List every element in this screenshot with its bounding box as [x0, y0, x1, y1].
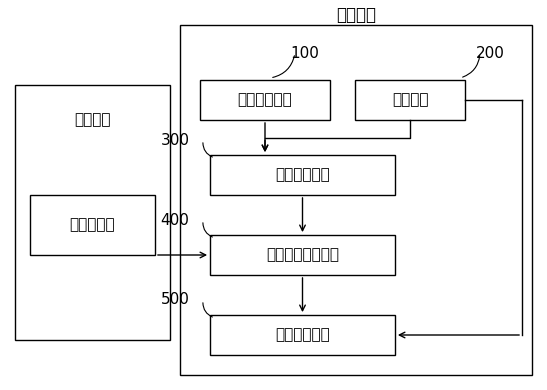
Bar: [180, 25, 532, 375]
Bar: [30, 195, 155, 255]
Text: 100: 100: [290, 46, 319, 60]
Bar: [210, 155, 395, 195]
Bar: [355, 80, 465, 120]
Bar: [210, 315, 395, 355]
Text: 200: 200: [475, 46, 504, 60]
Text: 400: 400: [161, 213, 189, 227]
Text: 300: 300: [160, 133, 189, 147]
Bar: [210, 235, 395, 275]
Text: 移动终端: 移动终端: [336, 6, 376, 24]
Text: 信号频率检测模块: 信号频率检测模块: [266, 248, 339, 262]
Text: 有源附件接口: 有源附件接口: [237, 92, 293, 108]
Text: 连接检测模块: 连接检测模块: [275, 167, 330, 183]
Bar: [15, 85, 170, 340]
Text: 信号发生器: 信号发生器: [69, 218, 115, 232]
Bar: [200, 80, 330, 120]
Text: 类型判断模块: 类型判断模块: [275, 328, 330, 342]
Text: 500: 500: [161, 292, 189, 307]
Text: 有源附件: 有源附件: [74, 112, 110, 128]
Text: 预设模块: 预设模块: [392, 92, 428, 108]
